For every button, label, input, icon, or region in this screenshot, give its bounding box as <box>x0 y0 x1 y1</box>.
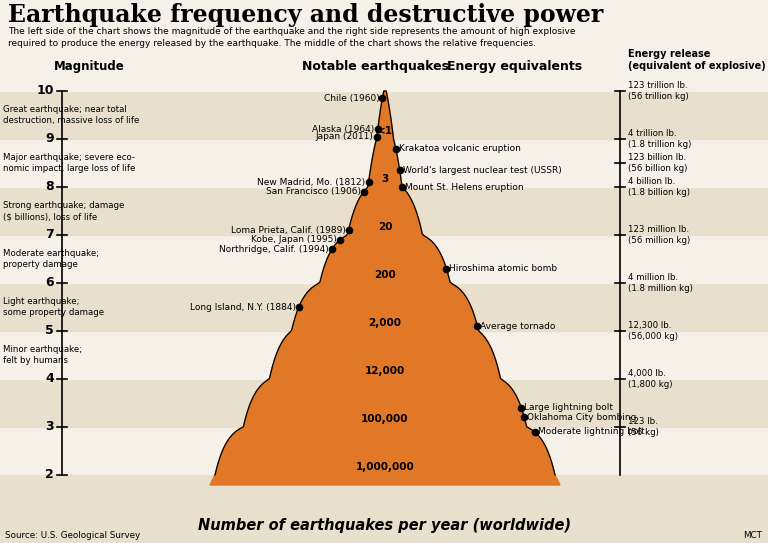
Bar <box>0 187 768 235</box>
Text: 20: 20 <box>378 222 392 232</box>
Text: 12,000: 12,000 <box>365 366 406 376</box>
Bar <box>0 283 768 331</box>
Text: 123 billion lb.
(56 billion kg): 123 billion lb. (56 billion kg) <box>628 153 687 173</box>
Text: Japan (2011): Japan (2011) <box>316 132 374 141</box>
Text: Energy equivalents: Energy equivalents <box>448 60 583 73</box>
Text: 4 trillion lb.
(1.8 trillion kg): 4 trillion lb. (1.8 trillion kg) <box>628 129 691 149</box>
Text: <1: <1 <box>377 126 393 136</box>
Bar <box>0 427 768 475</box>
Text: Energy release
(equivalent of explosive): Energy release (equivalent of explosive) <box>628 49 766 71</box>
Text: Earthquake frequency and destructive power: Earthquake frequency and destructive pow… <box>8 3 603 27</box>
Bar <box>0 331 768 379</box>
Text: 4: 4 <box>45 372 54 386</box>
Text: Major earthquake; severe eco-
nomic impact, large loss of life: Major earthquake; severe eco- nomic impa… <box>3 153 135 173</box>
Text: Minor earthquake;
felt by humans: Minor earthquake; felt by humans <box>3 345 82 365</box>
Text: Loma Prieta, Calif. (1989): Loma Prieta, Calif. (1989) <box>230 226 346 235</box>
Text: 3: 3 <box>45 420 54 433</box>
Text: Chile (1960): Chile (1960) <box>323 94 379 103</box>
Text: 1,000,000: 1,000,000 <box>356 462 415 472</box>
Bar <box>0 139 768 187</box>
Text: Kobe, Japan (1995): Kobe, Japan (1995) <box>251 235 337 244</box>
Polygon shape <box>210 91 560 485</box>
Text: Oklahoma City bombing: Oklahoma City bombing <box>528 413 637 422</box>
Text: Great earthquake; near total
destruction, massive loss of life: Great earthquake; near total destruction… <box>3 105 139 125</box>
Text: 100,000: 100,000 <box>361 414 409 424</box>
Text: Mount St. Helens eruption: Mount St. Helens eruption <box>405 182 524 192</box>
Text: Northridge, Calif. (1994): Northridge, Calif. (1994) <box>219 245 329 254</box>
Text: 2: 2 <box>45 469 54 482</box>
Text: 4,000 lb.
(1,800 kg): 4,000 lb. (1,800 kg) <box>628 369 673 389</box>
Text: The left side of the chart shows the magnitude of the earthquake and the right s: The left side of the chart shows the mag… <box>8 27 575 48</box>
Text: 123 million lb.
(56 million kg): 123 million lb. (56 million kg) <box>628 225 690 245</box>
Text: World's largest nuclear test (USSR): World's largest nuclear test (USSR) <box>402 166 561 175</box>
Bar <box>0 91 768 139</box>
Text: 4 million lb.
(1.8 million kg): 4 million lb. (1.8 million kg) <box>628 273 693 293</box>
Bar <box>0 0 768 91</box>
Text: 123 trillion lb.
(56 trillion kg): 123 trillion lb. (56 trillion kg) <box>628 81 689 101</box>
Text: 3: 3 <box>382 174 389 184</box>
Text: 4 billion lb.
(1.8 billion kg): 4 billion lb. (1.8 billion kg) <box>628 177 690 197</box>
Text: 12,300 lb.
(56,000 kg): 12,300 lb. (56,000 kg) <box>628 321 678 341</box>
Text: Large lightning bolt: Large lightning bolt <box>525 403 614 412</box>
Text: Magnitude: Magnitude <box>54 60 124 73</box>
Text: Long Island, N.Y. (1884): Long Island, N.Y. (1884) <box>190 302 296 312</box>
Text: 7: 7 <box>45 229 54 242</box>
Text: New Madrid, Mo. (1812): New Madrid, Mo. (1812) <box>257 178 366 187</box>
Text: Hiroshima atomic bomb: Hiroshima atomic bomb <box>449 264 558 273</box>
Text: Krakatoa volcanic eruption: Krakatoa volcanic eruption <box>399 144 521 153</box>
Text: MCT: MCT <box>743 531 762 540</box>
Text: 200: 200 <box>374 270 396 280</box>
Text: Number of earthquakes per year (worldwide): Number of earthquakes per year (worldwid… <box>198 518 571 533</box>
Text: 6: 6 <box>45 276 54 289</box>
Text: 8: 8 <box>45 180 54 193</box>
Text: 9: 9 <box>45 132 54 146</box>
Bar <box>0 475 768 543</box>
Text: 123 lb.
(56 kg): 123 lb. (56 kg) <box>628 417 659 437</box>
Text: 2,000: 2,000 <box>369 318 402 328</box>
Text: 5: 5 <box>45 325 54 338</box>
Text: Source: U.S. Geological Survey: Source: U.S. Geological Survey <box>5 531 140 540</box>
Text: Light earthquake;
some property damage: Light earthquake; some property damage <box>3 297 104 317</box>
Text: Moderate earthquake;
property damage: Moderate earthquake; property damage <box>3 249 99 269</box>
Text: Notable earthquakes: Notable earthquakes <box>302 60 449 73</box>
Text: San Francisco (1906): San Francisco (1906) <box>266 187 361 197</box>
Text: Average tornado: Average tornado <box>480 321 556 331</box>
Text: Strong earthquake; damage
($ billions), loss of life: Strong earthquake; damage ($ billions), … <box>3 201 124 221</box>
Text: 10: 10 <box>37 85 54 98</box>
Text: Alaska (1964): Alaska (1964) <box>313 125 375 134</box>
Bar <box>0 379 768 427</box>
Text: Moderate lightning bolt: Moderate lightning bolt <box>538 427 644 436</box>
Bar <box>0 235 768 283</box>
